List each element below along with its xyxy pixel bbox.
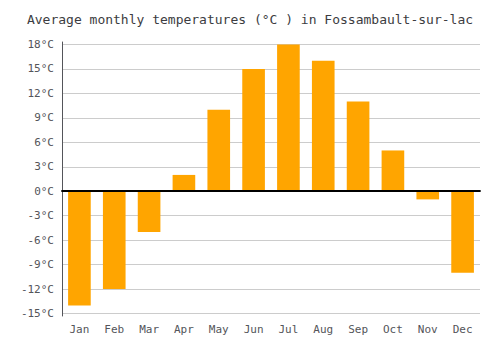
svg-text:18°C: 18°C xyxy=(28,38,55,51)
svg-text:Dec: Dec xyxy=(453,323,473,336)
svg-text:-12°C: -12°C xyxy=(21,283,54,296)
svg-text:9°C: 9°C xyxy=(34,111,54,124)
svg-text:-3°C: -3°C xyxy=(28,209,55,222)
svg-text:Aug: Aug xyxy=(313,323,333,336)
svg-text:-9°C: -9°C xyxy=(28,258,55,271)
svg-text:Sep: Sep xyxy=(348,323,368,336)
svg-text:3°C: 3°C xyxy=(34,160,54,173)
svg-text:Jan: Jan xyxy=(69,323,89,336)
svg-text:May: May xyxy=(209,323,229,336)
svg-text:Oct: Oct xyxy=(383,323,403,336)
svg-text:15°C: 15°C xyxy=(28,62,55,75)
svg-text:Apr: Apr xyxy=(174,323,194,336)
svg-text:Jun: Jun xyxy=(244,323,264,336)
svg-text:Nov: Nov xyxy=(418,323,438,336)
svg-text:-15°C: -15°C xyxy=(21,307,54,320)
svg-text:12°C: 12°C xyxy=(28,87,55,100)
svg-text:0°C: 0°C xyxy=(34,185,54,198)
svg-text:6°C: 6°C xyxy=(34,136,54,149)
svg-text:Average monthly temperatures (: Average monthly temperatures (°C ) in Fo… xyxy=(27,12,473,27)
svg-text:Feb: Feb xyxy=(104,323,124,336)
svg-text:Mar: Mar xyxy=(139,323,159,336)
svg-text:-6°C: -6°C xyxy=(28,234,55,247)
svg-text:Jul: Jul xyxy=(278,323,298,336)
